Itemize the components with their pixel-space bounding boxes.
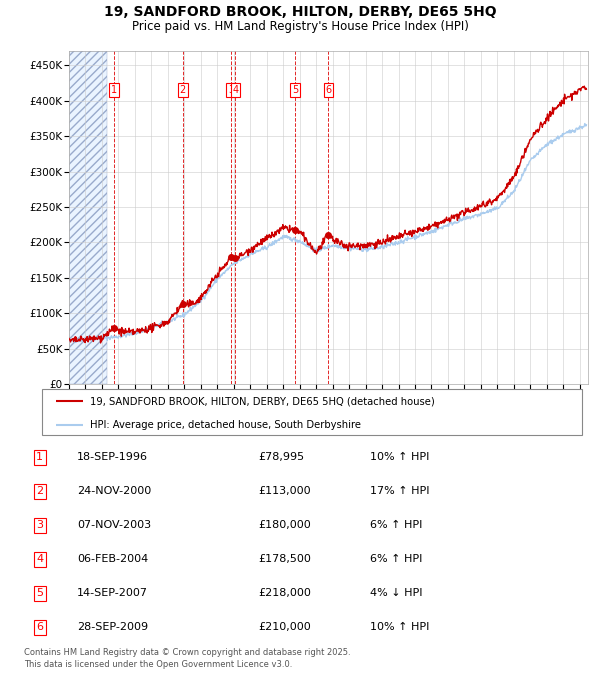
Text: 14-SEP-2007: 14-SEP-2007 <box>77 588 148 598</box>
Bar <box>69 51 107 384</box>
Text: This data is licensed under the Open Government Licence v3.0.: This data is licensed under the Open Gov… <box>24 660 292 668</box>
Text: 6% ↑ HPI: 6% ↑ HPI <box>370 554 422 564</box>
Text: 18-SEP-1996: 18-SEP-1996 <box>77 452 148 462</box>
Text: 1: 1 <box>111 85 117 95</box>
Text: 3: 3 <box>36 520 43 530</box>
Text: 5: 5 <box>36 588 43 598</box>
Text: £113,000: £113,000 <box>259 486 311 496</box>
Text: £178,500: £178,500 <box>259 554 311 564</box>
Text: Price paid vs. HM Land Registry's House Price Index (HPI): Price paid vs. HM Land Registry's House … <box>131 20 469 33</box>
Text: 17% ↑ HPI: 17% ↑ HPI <box>370 486 430 496</box>
Text: 07-NOV-2003: 07-NOV-2003 <box>77 520 151 530</box>
Text: HPI: Average price, detached house, South Derbyshire: HPI: Average price, detached house, Sout… <box>89 420 361 430</box>
Text: 28-SEP-2009: 28-SEP-2009 <box>77 622 148 632</box>
Text: 10% ↑ HPI: 10% ↑ HPI <box>370 452 430 462</box>
Text: 5: 5 <box>292 85 298 95</box>
FancyBboxPatch shape <box>42 389 582 435</box>
Text: 4% ↓ HPI: 4% ↓ HPI <box>370 588 422 598</box>
Text: 19, SANDFORD BROOK, HILTON, DERBY, DE65 5HQ: 19, SANDFORD BROOK, HILTON, DERBY, DE65 … <box>104 5 496 19</box>
Text: 4: 4 <box>36 554 43 564</box>
Text: £78,995: £78,995 <box>259 452 304 462</box>
Text: 2: 2 <box>179 85 186 95</box>
Text: 6: 6 <box>36 622 43 632</box>
Text: 4: 4 <box>232 85 238 95</box>
Text: 06-FEB-2004: 06-FEB-2004 <box>77 554 148 564</box>
Text: 24-NOV-2000: 24-NOV-2000 <box>77 486 151 496</box>
Text: 10% ↑ HPI: 10% ↑ HPI <box>370 622 430 632</box>
Text: £218,000: £218,000 <box>259 588 311 598</box>
Text: 19, SANDFORD BROOK, HILTON, DERBY, DE65 5HQ (detached house): 19, SANDFORD BROOK, HILTON, DERBY, DE65 … <box>89 396 434 407</box>
Text: 1: 1 <box>36 452 43 462</box>
Text: £210,000: £210,000 <box>259 622 311 632</box>
Text: 2: 2 <box>36 486 43 496</box>
Text: 6% ↑ HPI: 6% ↑ HPI <box>370 520 422 530</box>
Text: £180,000: £180,000 <box>259 520 311 530</box>
Text: Contains HM Land Registry data © Crown copyright and database right 2025.: Contains HM Land Registry data © Crown c… <box>24 648 350 657</box>
Text: 6: 6 <box>325 85 331 95</box>
Text: 3: 3 <box>228 85 235 95</box>
